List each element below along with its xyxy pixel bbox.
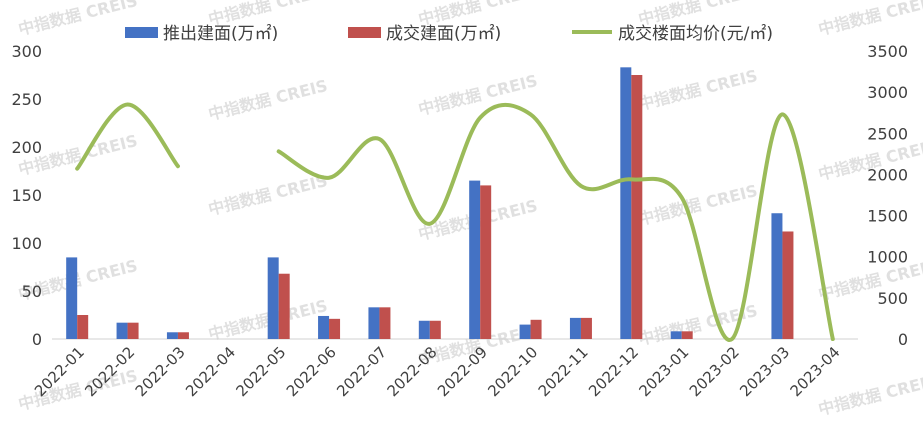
x-tick-label: 2023-02 — [686, 343, 743, 400]
y-right-tick-label: 1500 — [867, 207, 908, 226]
bar-transaction — [278, 273, 290, 339]
watermark-text: 中指数据 CREIS — [16, 0, 139, 39]
watermark-text: 中指数据 CREIS — [416, 71, 539, 119]
watermark-text: 中指数据 CREIS — [206, 76, 329, 124]
bar-transaction — [530, 319, 542, 339]
x-tick-label: 2022-07 — [333, 343, 390, 400]
bar-supply — [116, 322, 128, 339]
bar-supply — [66, 257, 78, 339]
x-tick-label: 2022-11 — [535, 343, 592, 400]
y-right-tick-label: 3000 — [867, 83, 908, 102]
x-tick-label: 2022-03 — [132, 343, 189, 400]
bar-transaction — [631, 75, 643, 339]
price-line — [75, 102, 835, 342]
legend-swatch — [348, 27, 381, 38]
bar-supply — [469, 180, 481, 339]
bar-supply — [318, 315, 330, 339]
y-left-tick-label: 250 — [11, 90, 42, 109]
y-left-tick-label: 200 — [11, 138, 42, 157]
legend: 推出建面(万㎡) 成交建面(万㎡) 成交楼面均价(元/㎡) — [125, 24, 773, 44]
y-left-tick-label: 150 — [11, 186, 42, 205]
bar-transaction — [77, 315, 89, 339]
y-left-tick-label: 50 — [22, 282, 42, 301]
watermark-text: 中指数据 CREIS — [816, 0, 923, 39]
watermark-text: 中指数据 CREIS — [636, 66, 759, 114]
x-tick-label: 2022-06 — [283, 343, 340, 400]
bar-supply — [569, 317, 581, 339]
y-left-tick-label: 100 — [11, 234, 42, 253]
bar-supply — [519, 324, 531, 339]
bar-supply — [368, 307, 380, 339]
legend-label: 成交建面(万㎡) — [386, 24, 501, 44]
legend-label: 成交楼面均价(元/㎡) — [618, 24, 773, 44]
bar-supply — [418, 320, 430, 339]
x-tick-label: 2023-01 — [635, 343, 692, 400]
price-line-segment — [276, 102, 835, 342]
bar-transaction — [329, 318, 341, 339]
bar-supply — [620, 67, 632, 339]
y-right-tick-label: 0 — [898, 330, 908, 349]
bar-transaction — [681, 331, 693, 339]
bars — [66, 67, 794, 339]
y-right-tick-label: 500 — [877, 289, 908, 308]
x-tick-label: 2022-08 — [384, 343, 441, 400]
legend-swatch — [125, 27, 158, 38]
bar-transaction — [379, 307, 391, 339]
x-tick-label: 2022-12 — [585, 343, 642, 400]
bar-transaction — [177, 332, 189, 339]
y-right-tick-label: 3500 — [867, 42, 908, 61]
y-right-tick-label: 2500 — [867, 124, 908, 143]
bar-supply — [166, 332, 178, 339]
bar-transaction — [580, 317, 592, 339]
x-tick-label: 2023-04 — [787, 343, 844, 400]
bar-transaction — [127, 322, 139, 339]
y-left-tick-label: 300 — [11, 42, 42, 61]
legend-label: 推出建面(万㎡) — [163, 24, 278, 44]
bar-supply — [670, 331, 682, 339]
x-tick-label: 2022-10 — [484, 343, 541, 400]
x-tick-label: 2022-04 — [182, 343, 239, 400]
x-tick-label: 2022-05 — [232, 343, 289, 400]
price-line-segment — [75, 102, 180, 171]
x-tick-label: 2023-03 — [736, 343, 793, 400]
watermark-text: 中指数据 CREIS — [636, 181, 759, 229]
bar-transaction — [480, 185, 492, 339]
bar-transaction — [782, 231, 794, 339]
bar-transaction — [429, 320, 441, 339]
y-right-tick-label: 1000 — [867, 248, 908, 267]
y-left-tick-label: 0 — [32, 330, 42, 349]
watermark-text: 中指数据 CREIS — [816, 371, 923, 419]
bar-supply — [267, 257, 279, 339]
y-right-tick-label: 2000 — [867, 165, 908, 184]
watermark-text: 中指数据 CREIS — [206, 171, 329, 219]
bar-supply — [771, 213, 783, 339]
